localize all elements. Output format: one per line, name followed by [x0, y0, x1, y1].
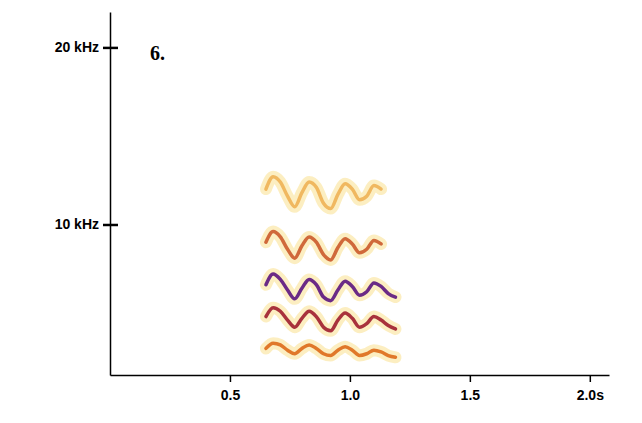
title: 6.	[150, 42, 165, 64]
x-tick-label: 0.5	[221, 387, 241, 403]
x-tick-mark	[470, 375, 472, 382]
plot: 0.5 1.0 1.5 2.0s 10 kHz 20 kHz	[55, 13, 610, 404]
y-tick-label: 10 kHz	[55, 216, 99, 232]
x-tick-mark	[590, 375, 592, 382]
x-tick-label: 1.0	[341, 387, 361, 403]
line-glow	[266, 232, 381, 260]
marks	[266, 177, 396, 358]
x-tick-mark	[350, 375, 352, 382]
x-tick-label: 1.5	[461, 387, 481, 403]
x-axis: 0.5 1.0 1.5 2.0s	[111, 375, 610, 403]
x-axis-line	[111, 375, 610, 377]
harmonic-line	[266, 177, 381, 209]
y-tick-mark	[103, 224, 118, 227]
harmonic-line	[266, 274, 396, 301]
y-tick-label: 20 kHz	[55, 39, 99, 55]
y-axis: 10 kHz 20 kHz	[55, 13, 118, 376]
x-tick: 2.0s	[577, 375, 604, 403]
harmonic-line	[266, 232, 381, 260]
line-glow	[266, 177, 381, 209]
x-tick-label: 2.0s	[577, 387, 604, 403]
x-tick: 0.5	[221, 375, 241, 403]
y-axis-line	[110, 13, 112, 376]
line-glow	[266, 343, 396, 357]
harmonic-line	[266, 308, 396, 331]
y-tick: 20 kHz	[55, 39, 118, 55]
harmonic-line	[266, 343, 396, 357]
x-tick: 1.5	[461, 375, 481, 403]
chart: 0.5 1.0 1.5 2.0s 10 kHz 20 kHz 6.	[0, 0, 642, 423]
x-tick: 1.0	[341, 375, 361, 403]
line-glow	[266, 274, 396, 301]
line-glow	[266, 308, 396, 331]
x-tick-mark	[230, 375, 232, 382]
y-tick-mark	[103, 47, 118, 50]
y-tick: 10 kHz	[55, 216, 118, 232]
